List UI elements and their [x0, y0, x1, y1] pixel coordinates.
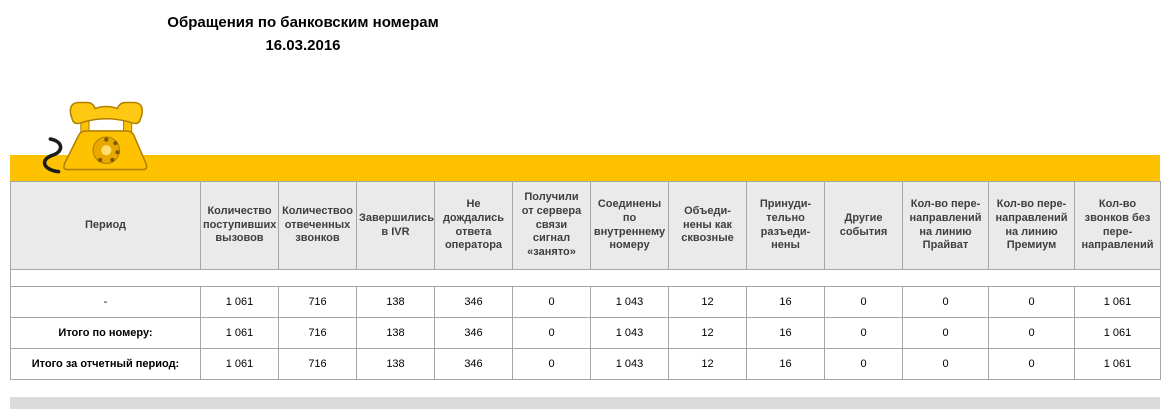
row-label: Итого по номеру: — [10, 317, 201, 349]
column-header: Кол-во пере- направлений на линию Прайва… — [902, 181, 989, 270]
table-body: - 1 061 716 138 346 0 1 043 12 16 0 0 0 … — [10, 269, 1161, 380]
table-cell: 16 — [746, 317, 825, 349]
table-cell: 346 — [434, 348, 513, 380]
row-label: - — [10, 286, 201, 318]
table-cell: 1 061 — [200, 286, 279, 318]
report-date: 16.03.2016 — [265, 36, 341, 54]
column-header: Принуди- тельно разъеди- нены — [746, 181, 825, 270]
table-cell: 1 043 — [590, 317, 669, 349]
spacer-row — [10, 269, 1161, 287]
header-row: Период Количество поступивших вызовов Ко… — [10, 181, 1161, 270]
table-cell: 16 — [746, 348, 825, 380]
table-cell: 1 061 — [200, 348, 279, 380]
report-table: Период Количество поступивших вызовов Ко… — [10, 181, 1161, 380]
table-cell: 138 — [356, 317, 435, 349]
column-header: Объеди- нены как сквозные — [668, 181, 747, 270]
table-cell: 16 — [746, 286, 825, 318]
table-cell: 1 061 — [1074, 317, 1161, 349]
column-header: Количество поступивших вызовов — [200, 181, 279, 270]
table-cell: 0 — [902, 348, 989, 380]
column-header: Соединены по внутреннему номеру — [590, 181, 669, 270]
column-header: Другие события — [824, 181, 903, 270]
table-cell: 0 — [824, 286, 903, 318]
table-cell: 346 — [434, 317, 513, 349]
report-title-text: Обращения по банковским номерам — [167, 14, 439, 31]
table-cell: 0 — [512, 317, 591, 349]
table-cell: 0 — [988, 348, 1075, 380]
table-cell: 0 — [988, 317, 1075, 349]
table-cell: 12 — [668, 348, 747, 380]
table-cell: 138 — [356, 286, 435, 318]
table-cell: 12 — [668, 317, 747, 349]
column-header: Не дождались ответа оператора — [434, 181, 513, 270]
column-header: Получили от сервера связи сигнал «занято… — [512, 181, 591, 270]
accent-bar — [10, 155, 1160, 181]
phone-icon — [28, 92, 150, 178]
table-cell: 1 043 — [590, 348, 669, 380]
table-cell: 1 061 — [200, 317, 279, 349]
table-cell: 1 061 — [1074, 348, 1161, 380]
column-header: Завершились в IVR — [356, 181, 435, 270]
table-cell: 0 — [902, 317, 989, 349]
page-title: Обращения по банковским номерам 16.03.20… — [128, 12, 478, 57]
table-cell: 0 — [988, 286, 1075, 318]
table-cell: 138 — [356, 348, 435, 380]
table-cell: 12 — [668, 286, 747, 318]
column-header: Кол-во звонков без пере- направлений — [1074, 181, 1161, 270]
table-row: Итого по номеру: 1 061 716 138 346 0 1 0… — [10, 317, 1161, 349]
table-header: Период Количество поступивших вызовов Ко… — [10, 181, 1161, 270]
table-row: Итого за отчетный период: 1 061 716 138 … — [10, 348, 1161, 380]
table-cell: 1 061 — [1074, 286, 1161, 318]
footer-bar — [10, 397, 1160, 409]
table-row: - 1 061 716 138 346 0 1 043 12 16 0 0 0 … — [10, 286, 1161, 318]
table-cell: 1 043 — [590, 286, 669, 318]
table-cell: 716 — [278, 348, 357, 380]
spacer-cell — [10, 269, 1161, 287]
table-cell: 0 — [824, 317, 903, 349]
column-header: Количествоо отвеченных звонков — [278, 181, 357, 270]
column-header: Кол-во пере- направлений на линию Премиу… — [988, 181, 1075, 270]
column-header-period: Период — [10, 181, 201, 270]
row-label: Итого за отчетный период: — [10, 348, 201, 380]
table-cell: 346 — [434, 286, 513, 318]
table-cell: 716 — [278, 317, 357, 349]
table-cell: 0 — [512, 348, 591, 380]
table-cell: 0 — [512, 286, 591, 318]
table-cell: 716 — [278, 286, 357, 318]
table-cell: 0 — [824, 348, 903, 380]
table-cell: 0 — [902, 286, 989, 318]
